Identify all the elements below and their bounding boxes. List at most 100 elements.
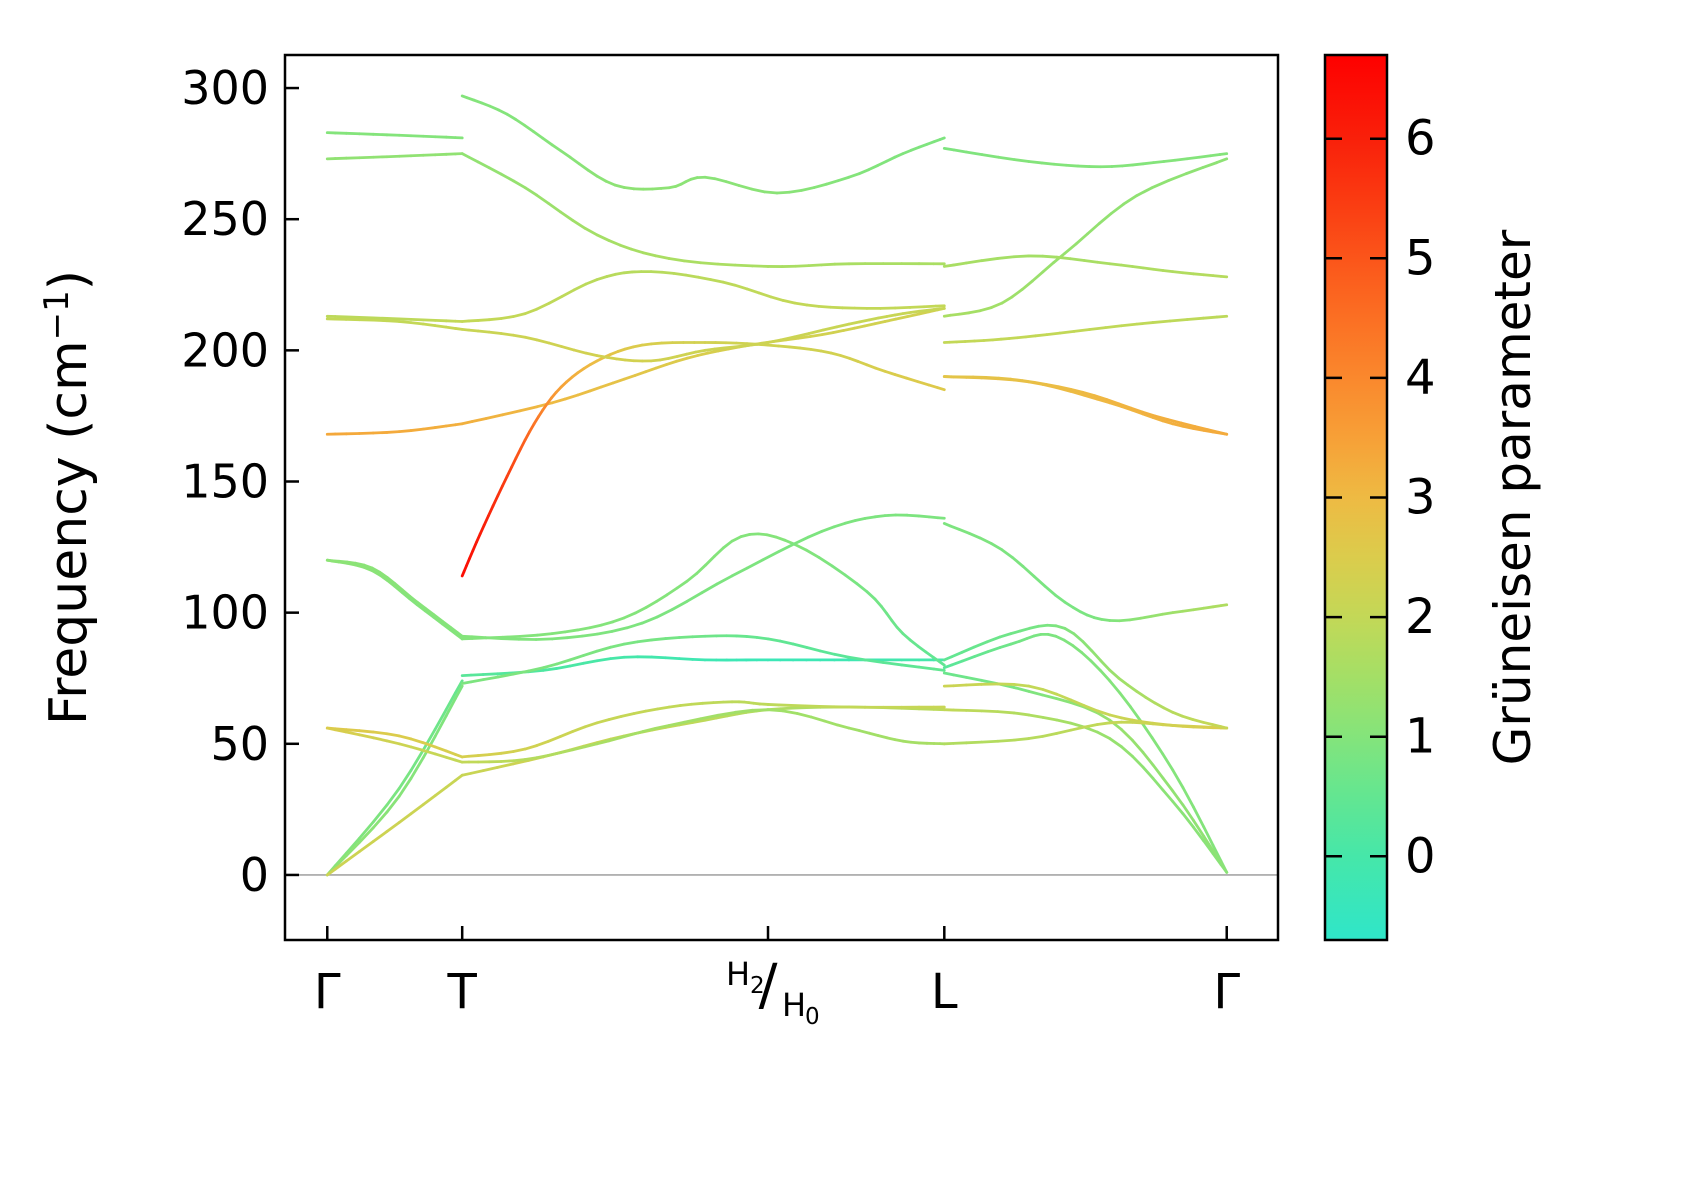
band-segment xyxy=(357,315,375,320)
band-segment xyxy=(611,377,626,385)
band-segment xyxy=(927,515,940,520)
band-segment xyxy=(894,315,909,321)
band-segment xyxy=(609,642,626,649)
band-segment xyxy=(964,682,983,687)
band-segment xyxy=(1131,720,1145,725)
band-segment xyxy=(623,358,636,363)
band-segment xyxy=(650,341,664,346)
band-segment xyxy=(1162,706,1175,714)
band-segment xyxy=(518,405,539,413)
band-segment xyxy=(454,684,464,700)
band-segment xyxy=(1202,605,1215,610)
band-segment xyxy=(620,712,636,718)
band-segment xyxy=(800,186,816,192)
band-segment xyxy=(1206,428,1221,434)
band-segment xyxy=(713,546,725,558)
band-segment xyxy=(409,803,425,816)
band-segment xyxy=(500,637,521,641)
band-segment xyxy=(357,840,375,854)
band-segment xyxy=(973,650,990,658)
band-segment xyxy=(397,429,413,434)
band-segment xyxy=(491,494,500,508)
colorbar-tick-label: 2 xyxy=(1405,589,1436,645)
band-segment xyxy=(397,777,413,798)
band-segment xyxy=(1012,254,1031,259)
band-segment xyxy=(1180,714,1195,721)
band-segment xyxy=(421,318,437,322)
band-segment xyxy=(583,742,599,749)
band-segment xyxy=(357,132,375,136)
band-segment xyxy=(1032,575,1047,588)
x-tick-label-h0-sub: 0 xyxy=(805,1004,820,1030)
band-segment xyxy=(952,683,968,688)
band-segment xyxy=(595,739,611,746)
band-segment xyxy=(449,626,459,634)
phonon-bands xyxy=(325,94,1229,877)
band-segment xyxy=(630,247,645,255)
x-tick-label: Γ xyxy=(1213,964,1240,1020)
band-segment xyxy=(397,734,413,741)
band-segment xyxy=(792,535,810,546)
band-segment xyxy=(893,305,912,310)
band-segment xyxy=(1045,383,1061,389)
band-segment xyxy=(848,356,860,363)
band-segment xyxy=(476,329,491,334)
band-segment xyxy=(467,155,480,164)
band-segment xyxy=(650,637,668,642)
band-segment xyxy=(409,153,425,158)
band-segment xyxy=(421,749,437,756)
band-segment xyxy=(1120,263,1134,268)
band-segment xyxy=(499,315,515,320)
band-segment xyxy=(1062,638,1075,647)
band-segment xyxy=(1120,745,1134,758)
band-segment xyxy=(1041,688,1059,696)
band-segment xyxy=(1118,691,1132,709)
band-segment xyxy=(370,569,382,577)
band-segment xyxy=(600,381,615,389)
band-segment xyxy=(996,710,1016,715)
band-segment xyxy=(1095,721,1112,726)
band-segment xyxy=(1027,713,1045,719)
band-segment xyxy=(607,715,623,721)
band-segment xyxy=(1108,668,1121,680)
band-segment xyxy=(809,347,823,353)
band-segment xyxy=(385,576,397,585)
band-segment xyxy=(733,283,749,291)
band-segment xyxy=(793,543,808,552)
band-segment xyxy=(942,146,956,152)
band-segment xyxy=(397,769,413,790)
band-segment xyxy=(1012,686,1031,693)
band-segment xyxy=(863,322,877,328)
band-segment xyxy=(1012,737,1031,742)
band-segment xyxy=(984,376,1001,380)
band-segment xyxy=(357,820,375,840)
band-segment xyxy=(858,729,871,735)
phonon-band xyxy=(325,532,1229,730)
band-segment xyxy=(1100,617,1112,622)
band-segment xyxy=(475,532,482,544)
band-segment xyxy=(664,636,681,640)
band-segment xyxy=(470,417,488,423)
band-segment xyxy=(1141,721,1155,726)
band-segment xyxy=(582,649,599,657)
band-segment xyxy=(744,635,759,639)
band-segment xyxy=(541,667,559,672)
band-segment xyxy=(716,262,737,267)
band-segment xyxy=(1139,614,1154,620)
band-segment xyxy=(777,703,793,707)
band-segment xyxy=(1171,609,1185,615)
band-segment xyxy=(1161,419,1175,426)
band-segment xyxy=(371,318,389,323)
band-segment xyxy=(1069,257,1086,262)
band-segment xyxy=(1192,427,1206,432)
band-segment xyxy=(651,187,663,191)
band-segment xyxy=(1013,158,1031,163)
axes-frame xyxy=(283,53,1280,942)
band-segment xyxy=(370,566,382,574)
band-segment xyxy=(421,734,437,760)
band-segment xyxy=(577,162,590,172)
x-tick-label: Γ xyxy=(314,964,341,1020)
band-segment xyxy=(1063,242,1078,255)
band-segment xyxy=(1110,164,1124,168)
